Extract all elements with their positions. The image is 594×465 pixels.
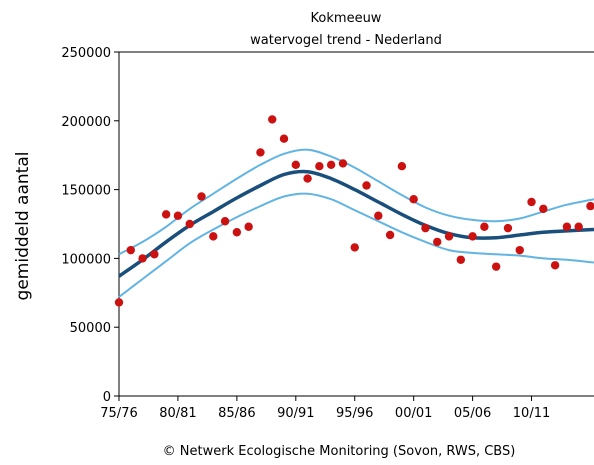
chart-title: Kokmeeuw [311,11,382,26]
data-point [220,217,230,226]
data-point [362,181,371,190]
data-point [256,148,265,157]
data-point [326,160,336,170]
y-tick-label: 50000 [70,321,111,336]
data-point [409,195,418,204]
data-point [491,262,501,271]
data-point [385,230,395,240]
data-point [338,159,348,168]
lower-confidence-line [118,192,594,298]
data-point [350,243,359,252]
data-point [185,219,194,229]
x-tick-label: 95/96 [336,406,373,421]
data-point [586,201,594,211]
x-tick-label: 75/76 [100,406,137,421]
data-point [480,222,489,231]
data-point [527,197,536,207]
y-tick-label: 150000 [61,184,111,199]
plot-area: 0 50000 100000 150000 200000 250000 75/76 80/81… [61,46,594,421]
data-point [197,192,206,201]
x-tick-label: 00/01 [395,406,432,421]
data-point [303,174,312,183]
data-point [114,298,124,307]
chart-subtitle: watervogel trend - Nederland [250,33,442,48]
y-tick-label: 0 [103,390,111,405]
x-tick-label: 85/86 [218,406,255,421]
data-point [515,245,524,255]
x-tick-label: 05/06 [454,406,491,421]
data-point [444,232,454,241]
x-tick-label: 90/91 [277,406,314,421]
data-point [268,115,277,124]
data-point [433,237,442,247]
data-point [244,222,253,231]
data-point [574,222,583,231]
data-point [291,160,300,170]
data-point [173,211,183,220]
upper-confidence-line [118,148,594,256]
data-point [279,134,289,143]
x-tick-label: 80/81 [159,406,196,421]
data-point [315,162,324,171]
data-point [232,228,242,237]
trend-line [117,169,594,278]
data-point [539,204,548,214]
y-tick-label: 100000 [61,252,111,267]
x-tick-label: 10/11 [513,406,550,421]
data-point [209,232,218,241]
data-point [138,254,147,263]
y-tick-label: 250000 [61,46,111,61]
y-tick-label: 200000 [61,115,111,130]
data-point [550,261,560,270]
data-point [150,250,159,259]
data-point [456,255,466,264]
data-point [126,245,135,255]
y-axis-label: gemiddeld aantal [13,152,33,301]
data-point [161,210,171,219]
data-point [468,232,477,241]
credit-text: © Netwerk Ecologische Monitoring (Sovon,… [163,444,516,459]
data-point [421,223,430,233]
data-point [374,211,383,220]
data-point [503,223,513,233]
data-point [397,162,407,171]
data-point [562,222,572,231]
